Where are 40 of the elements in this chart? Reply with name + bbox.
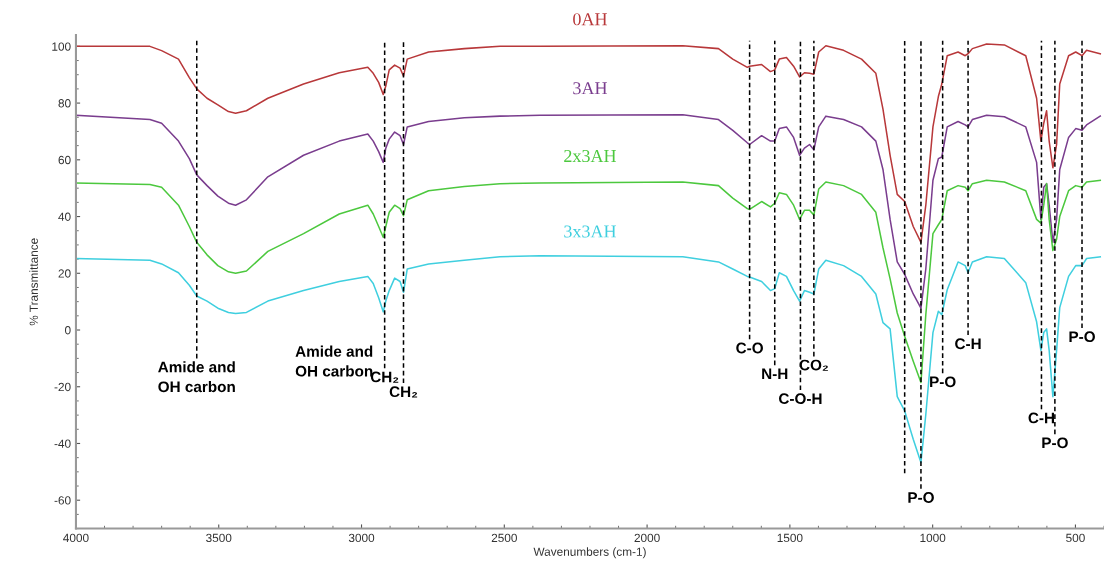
series-label: 3x3AH [564, 225, 617, 238]
series-label: 2x3AH [564, 149, 617, 163]
x-tick-label: 3500 [206, 533, 232, 543]
series-label: 3AH [573, 82, 607, 95]
x-tick-label: 1000 [920, 533, 946, 543]
line-series [75, 43, 1102, 244]
line-series [75, 113, 1102, 309]
series-label: 0AH [573, 13, 607, 26]
ref-line-label: C-H [955, 338, 981, 350]
annotation: Amide and OH carbon [295, 345, 373, 377]
y-tick-label: 100 [52, 42, 71, 51]
x-axis-title: Wavenumbers (cm-1) [533, 547, 646, 559]
ref-line-label: Amide and OH carbon [158, 361, 235, 393]
ref-line-label: C-H [1028, 412, 1055, 424]
ref-line-label: CH₂ [370, 371, 399, 383]
x-tick-label: 2500 [491, 533, 517, 543]
x-tick-label: 1500 [777, 533, 803, 543]
y-tick-label: -20 [54, 382, 71, 392]
line-series [75, 254, 1102, 464]
ref-line-label: P-O [1069, 331, 1095, 343]
ref-line-label: P-O [930, 376, 956, 388]
x-tick-label: 2000 [634, 533, 660, 543]
ref-line-label: CH₂ [389, 386, 418, 398]
y-tick-label: -60 [54, 496, 71, 505]
y-tick-label: 60 [58, 155, 71, 165]
ref-line-label: CO₂ [799, 359, 828, 371]
y-tick-label: 0 [64, 326, 71, 335]
x-tick-label: 4000 [63, 533, 89, 543]
ref-line-label: N-H [762, 368, 788, 380]
ref-line-label: C-O-H [779, 393, 822, 405]
ref-line-label: P-O [1042, 437, 1068, 449]
x-tick-label: 500 [1066, 533, 1085, 543]
ref-line-label: C-O [736, 342, 763, 354]
y-tick-label: 20 [58, 269, 71, 278]
y-tick-label: 40 [58, 212, 71, 221]
y-tick-label: -40 [54, 439, 71, 448]
ref-line-label: P-O [908, 492, 934, 503]
x-tick-label: 3000 [348, 533, 375, 543]
y-tick-label: 80 [58, 99, 71, 108]
y-axis-title: % Transmittance [29, 238, 38, 326]
